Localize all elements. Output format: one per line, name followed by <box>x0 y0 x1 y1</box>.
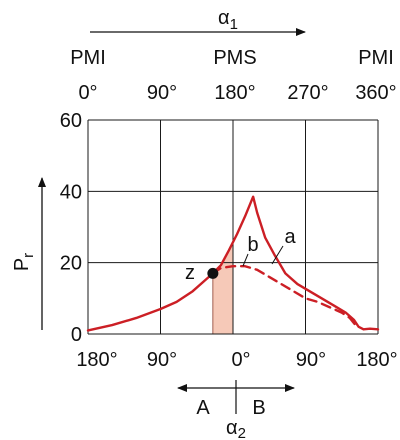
phase-label-pms: PMS <box>213 47 256 69</box>
point-z-marker <box>207 267 219 279</box>
y-tick-label: 0 <box>71 324 82 346</box>
phase-label-pmi-left: PMI <box>70 47 106 69</box>
curve-label-a-leader <box>271 245 284 265</box>
bottom-tick-label: 90° <box>296 349 326 371</box>
direction-label-b: B <box>252 397 265 419</box>
curve-label-b-leader <box>242 253 249 267</box>
top-tick-label: 180° <box>214 82 255 104</box>
bottom-tick-labels: 180° 90° 0° 90° 180° <box>76 349 397 371</box>
top-tick-label: 90° <box>147 82 177 104</box>
top-alpha-label: α1 <box>218 7 238 33</box>
bottom-tick-label: 90° <box>147 349 177 371</box>
curve-label-b: b <box>247 234 258 256</box>
point-z-label: z <box>185 262 195 284</box>
bottom-tick-label: 180° <box>356 349 397 371</box>
curve-label-a: a <box>284 226 296 248</box>
bottom-alpha-label: α2 <box>226 417 246 440</box>
y-tick-label: 40 <box>60 181 82 203</box>
bottom-tick-label: 0° <box>231 349 250 371</box>
phase-label-pmi-right: PMI <box>358 47 394 69</box>
top-tick-labels: 0° 90° 180° 270° 360° <box>78 82 396 104</box>
top-tick-label: 360° <box>355 82 396 104</box>
direction-label-a: A <box>196 397 210 419</box>
series-line-b <box>211 265 357 327</box>
shaded-region <box>212 241 234 335</box>
top-tick-label: 0° <box>78 82 97 104</box>
top-tick-label: 270° <box>287 82 328 104</box>
y-axis-label: Pr <box>11 253 37 271</box>
y-tick-label: 60 <box>60 110 82 132</box>
y-tick-label: 20 <box>60 253 82 275</box>
bottom-tick-label: 180° <box>76 349 117 371</box>
series-line-a <box>86 195 380 332</box>
